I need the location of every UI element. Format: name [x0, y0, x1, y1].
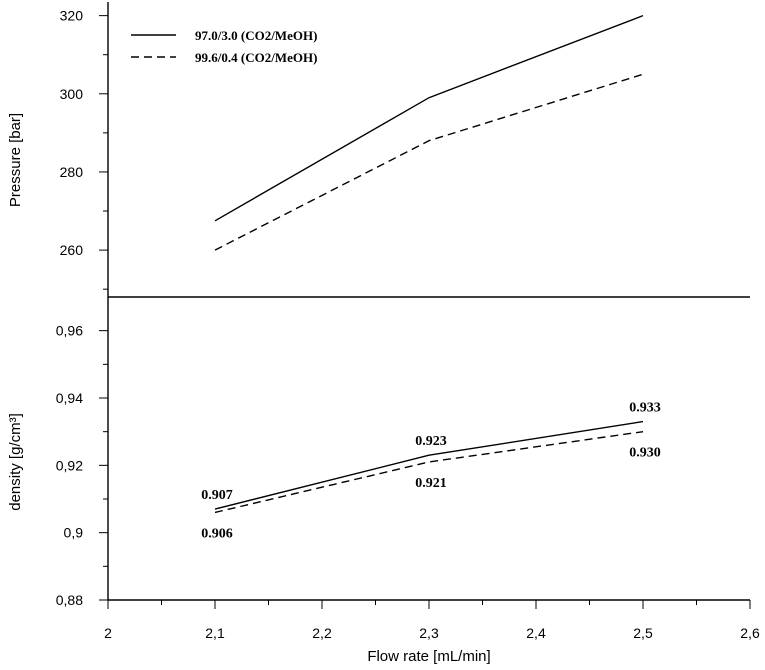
top-y-axis-title: Pressure [bar] [7, 113, 24, 207]
bottom-y-axis-title: density [g/cm³] [7, 413, 24, 511]
x-tick-label: 2,2 [312, 625, 332, 641]
data-label: 0.923 [415, 434, 447, 449]
top-y-tick-label: 300 [60, 86, 84, 102]
top-y-tick-label: 280 [60, 164, 84, 180]
chart-series [214, 14, 644, 514]
x-axis-title: Flow rate [mL/min] [367, 648, 490, 665]
top-series-line-2 [214, 73, 644, 251]
data-label: 0.930 [629, 446, 661, 461]
chart-axis-titles: Pressure [bar] density [g/cm³] Flow rate… [7, 113, 491, 665]
data-label: 0.921 [415, 476, 447, 491]
bottom-y-tick-label: 0,9 [64, 525, 84, 541]
bottom-series-line-1 [214, 420, 644, 510]
chart-ticks: 260 280 300 320 0,88 0,9 0,92 0,94 0,96 2 2,1 2,2 2,… [56, 8, 760, 641]
bottom-y-tick-label: 0,92 [56, 457, 83, 473]
bottom-y-tick-label: 0,96 [56, 323, 83, 339]
top-y-tick-label: 260 [60, 242, 84, 258]
x-tick-label: 2,6 [740, 625, 760, 641]
x-tick-label: 2,1 [205, 625, 225, 641]
top-y-tick-label: 320 [60, 8, 84, 24]
chart-data-labels: 0.907 0.923 0.933 0.906 0.921 0.930 [201, 401, 661, 542]
x-tick-label: 2 [104, 625, 112, 641]
top-series-line-1 [214, 14, 644, 222]
x-tick-label: 2,4 [526, 625, 546, 641]
bottom-y-tick-label: 0,88 [56, 592, 83, 608]
bottom-y-tick-label: 0,94 [56, 390, 83, 406]
chart-legend: 97.0/3.0 (CO2/MeOH) 99.6/0.4 (CO2/MeOH) [131, 28, 317, 65]
legend-label-2: 99.6/0.4 (CO2/MeOH) [195, 50, 317, 65]
data-label: 0.906 [201, 526, 233, 541]
chart-axes [107, 2, 750, 601]
x-tick-label: 2,3 [419, 625, 439, 641]
data-label: 0.933 [629, 401, 661, 416]
data-label: 0.907 [201, 488, 233, 503]
legend-label-1: 97.0/3.0 (CO2/MeOH) [195, 28, 317, 43]
x-tick-label: 2,5 [633, 625, 653, 641]
